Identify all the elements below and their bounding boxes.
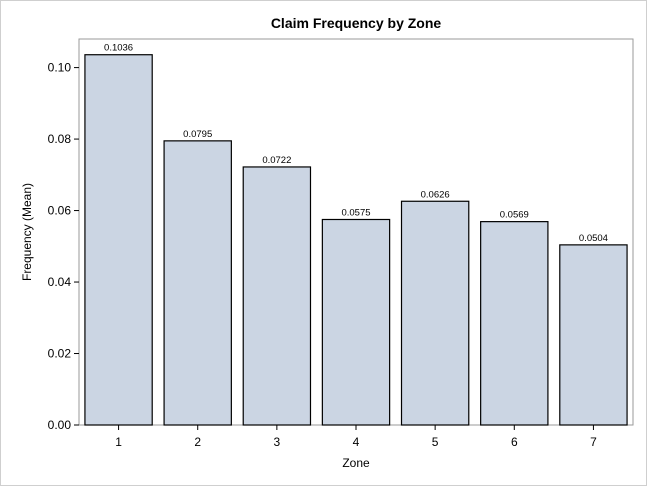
y-tick-label: 0.08 [48, 132, 72, 146]
x-tick-label: 3 [274, 435, 281, 449]
data-label-zone-3: 0.0722 [262, 155, 291, 166]
data-label-zone-5: 0.0626 [421, 189, 450, 200]
x-tick-label: 4 [353, 435, 360, 449]
x-axis-label: Zone [342, 456, 370, 470]
y-tick-label: 0.02 [48, 347, 72, 361]
bar-zone-7 [559, 244, 628, 426]
y-tick-label: 0.06 [48, 204, 72, 218]
data-labels-group: 0.1036 0.0795 0.0722 0.0575 0.0626 0.0569 0.05… [104, 43, 608, 244]
chart-title: Claim Frequency by Zone [271, 15, 442, 31]
x-tick-label: 6 [511, 435, 518, 449]
x-tick-label: 2 [194, 435, 201, 449]
bar-zone-4 [321, 218, 391, 426]
y-tick-label: 0.10 [48, 61, 72, 75]
data-label-zone-7: 0.0504 [579, 233, 608, 244]
y-tick-label: 0.00 [48, 418, 72, 432]
bar-zone-6 [480, 221, 549, 426]
data-label-zone-1: 0.1036 [104, 43, 133, 54]
bars-group [84, 54, 628, 426]
y-tick-label: 0.04 [48, 275, 72, 289]
data-label-zone-2: 0.0795 [183, 129, 212, 140]
bar-zone-3 [242, 166, 312, 426]
y-axis-label: Frequency (Mean) [20, 183, 34, 281]
bar-zone-1 [84, 54, 153, 426]
data-label-zone-4: 0.0575 [341, 207, 370, 218]
data-label-zone-6: 0.0569 [500, 210, 529, 221]
x-axis: 1 2 3 4 5 6 7 [115, 425, 597, 449]
x-tick-label: 7 [590, 435, 597, 449]
y-axis: 0.00 0.02 0.04 0.06 0.08 0.10 [48, 61, 79, 432]
x-tick-label: 1 [115, 435, 122, 449]
bar-zone-5 [400, 200, 470, 426]
x-tick-label: 5 [432, 435, 439, 449]
bar-zone-2 [163, 140, 232, 426]
